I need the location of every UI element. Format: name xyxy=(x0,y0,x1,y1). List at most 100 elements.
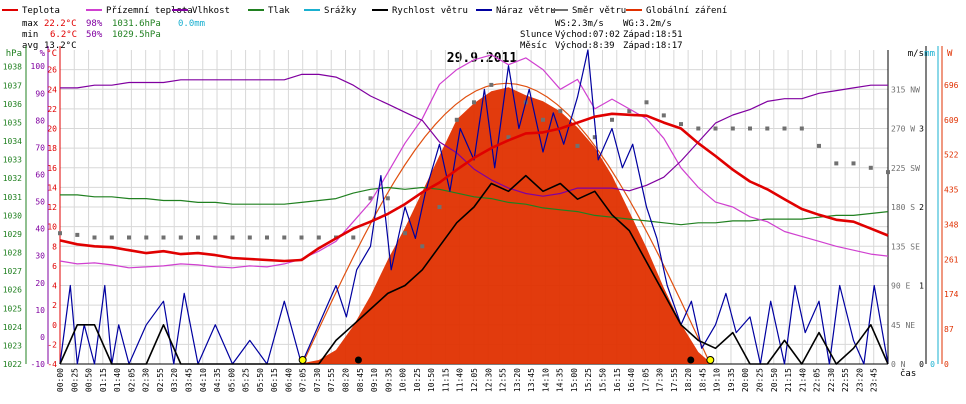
stats-avg-label: avg xyxy=(22,41,38,51)
temp-tick-0: -4 xyxy=(47,360,57,369)
x-tick-44: 18:20 xyxy=(684,368,693,392)
wind-dir-point-41 xyxy=(765,126,770,131)
wind-dir-point-12 xyxy=(265,235,269,240)
wind-dir-point-5 xyxy=(144,235,149,240)
wind_dir-tick-7: 315 NW xyxy=(891,85,920,94)
wind-dir-point-13 xyxy=(282,235,287,240)
temp-tick-2: 0 xyxy=(52,321,57,330)
press-tick-14: 1036 xyxy=(3,100,22,109)
x-tick-57: 23:45 xyxy=(870,368,879,392)
wind-dir-point-47 xyxy=(868,165,873,170)
temp-axis-title: °C xyxy=(46,49,57,59)
wind_speed-axis-title: m/s xyxy=(908,49,924,59)
x-tick-26: 10:50 xyxy=(427,368,436,392)
x-tick-29: 12:05 xyxy=(470,368,479,392)
press-tick-9: 1031 xyxy=(3,193,22,202)
x-tick-56: 23:20 xyxy=(855,368,864,392)
rain-axis-title: mm xyxy=(924,49,935,59)
temp-tick-12: 20 xyxy=(47,125,57,134)
sunset-time: Západ:18:51 xyxy=(623,30,683,40)
wind-dir-point-3 xyxy=(109,235,114,240)
hum-tick-2: 10 xyxy=(35,306,45,315)
x-tick-3: 01:15 xyxy=(99,368,108,392)
wind-dir-point-45 xyxy=(834,161,839,166)
press-tick-4: 1026 xyxy=(3,286,22,295)
x-tick-55: 22:55 xyxy=(841,368,850,392)
press-tick-6: 1028 xyxy=(3,249,22,258)
wind-dir-point-20 xyxy=(403,231,407,236)
radiation-tick-2: 174 xyxy=(944,290,959,299)
x-tick-4: 01:40 xyxy=(113,368,122,392)
moonset-marker xyxy=(687,356,695,364)
wind-dir-point-23 xyxy=(454,117,459,122)
temp-tick-4: 4 xyxy=(52,282,57,291)
x-tick-38: 15:50 xyxy=(598,368,607,392)
x-tick-22: 09:10 xyxy=(370,368,379,392)
wind_speed-tick-1: 1 xyxy=(919,282,924,291)
x-tick-8: 03:20 xyxy=(170,368,179,392)
x-tick-24: 10:00 xyxy=(399,368,408,392)
wind-dir-point-35 xyxy=(661,113,666,118)
wind-dir-point-22 xyxy=(437,205,442,209)
radiation-tick-3: 261 xyxy=(944,255,959,264)
hum-tick-10: 90 xyxy=(35,89,45,98)
stats-max-hum: 98% xyxy=(86,19,103,29)
hum-tick-7: 60 xyxy=(35,171,45,180)
press-tick-1: 1023 xyxy=(3,341,22,350)
moonrise-time: Východ:8:39 xyxy=(555,41,615,51)
series xyxy=(58,49,890,365)
radiation-tick-7: 609 xyxy=(944,116,959,125)
x-tick-0: 00:00 xyxy=(56,368,65,392)
hum-tick-8: 70 xyxy=(35,143,45,152)
x-tick-32: 13:20 xyxy=(513,368,522,392)
legend-label-2: Vlhkost xyxy=(192,6,230,16)
press-tick-3: 1025 xyxy=(3,304,22,313)
x-tick-23: 09:35 xyxy=(384,368,393,392)
wind-dir-point-42 xyxy=(782,126,787,131)
wind-dir-point-28 xyxy=(541,117,545,122)
temp-tick-11: 18 xyxy=(47,144,57,153)
x-tick-2: 00:50 xyxy=(85,368,94,392)
wind-dir-point-7 xyxy=(178,235,183,240)
wind_dir-tick-3: 135 SE xyxy=(891,242,920,251)
hum-axis-title: % xyxy=(40,49,46,59)
wind-dir-point-32 xyxy=(610,117,614,122)
radiation-tick-6: 522 xyxy=(944,151,959,160)
wind-dir-point-14 xyxy=(299,235,304,240)
moonrise-marker xyxy=(354,356,362,364)
stats-min-hum: 50% xyxy=(86,30,103,40)
legend-label-3: Tlak xyxy=(268,6,290,16)
sunrise-time: Východ:07:02 xyxy=(555,30,620,40)
legend-label-7: Směr větru xyxy=(572,6,626,16)
wind_dir-tick-4: 180 S xyxy=(891,203,915,212)
x-tick-42: 17:30 xyxy=(656,368,665,392)
press-tick-0: 1022 xyxy=(3,360,22,369)
wind-dir-point-6 xyxy=(161,235,166,240)
x-tick-41: 17:05 xyxy=(641,368,650,392)
wind-dir-point-10 xyxy=(230,235,235,240)
wind-dir-point-9 xyxy=(213,235,218,240)
series-tlak xyxy=(60,186,889,226)
wind-dir-point-8 xyxy=(196,235,200,240)
stats-min-press: 1029.5hPa xyxy=(112,30,161,40)
wind-dir-point-33 xyxy=(627,109,632,114)
x-tick-48: 20:00 xyxy=(741,368,750,392)
press-tick-13: 1035 xyxy=(3,118,22,127)
temp-tick-6: 8 xyxy=(52,242,57,251)
legend-label-1: Přízemní teplota xyxy=(106,6,193,16)
x-tick-33: 13:45 xyxy=(527,368,536,392)
wind-dir-point-0 xyxy=(58,231,62,236)
wind-dir-point-39 xyxy=(730,126,735,131)
stats-max-label: max xyxy=(22,19,39,29)
sunset-marker xyxy=(706,356,715,364)
legend-label-8: Globální záření xyxy=(646,6,727,16)
x-tick-40: 16:40 xyxy=(627,368,636,392)
press-tick-11: 1033 xyxy=(3,156,22,165)
press-tick-2: 1024 xyxy=(3,323,22,332)
axes: hPa1022102310241025102610271028102910301… xyxy=(3,46,959,369)
radiation-tick-1: 87 xyxy=(944,325,954,334)
x-tick-14: 05:50 xyxy=(256,368,265,392)
wind-dir-point-40 xyxy=(748,126,752,131)
